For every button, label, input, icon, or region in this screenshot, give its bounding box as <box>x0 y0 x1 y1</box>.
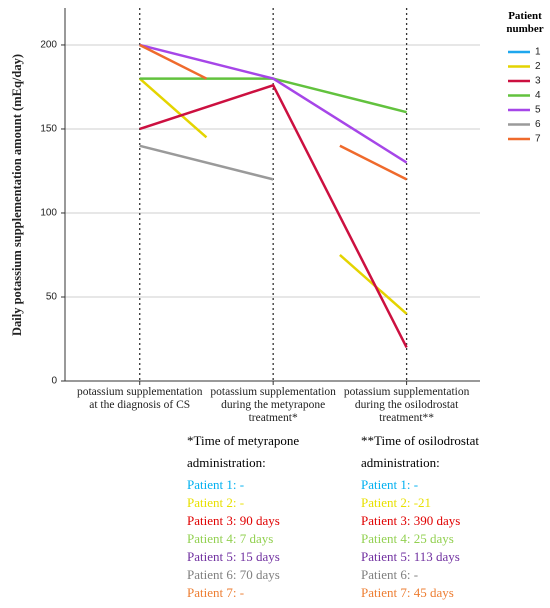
note-title: *Time of metyrapone <box>187 433 300 448</box>
series-line <box>139 43 408 181</box>
series-line <box>139 144 274 181</box>
y-tick-label: 100 <box>40 208 57 219</box>
note-item: Patient 5: 15 days <box>187 549 280 564</box>
note-item: Patient 1: - <box>187 477 245 492</box>
series-line <box>139 43 408 164</box>
note-item: Patient 7: 45 days <box>361 585 454 600</box>
note-title: administration: <box>187 455 266 470</box>
note-item: Patient 6: - <box>361 567 419 582</box>
y-axis-label: Daily potassium supplementation amount (… <box>10 54 24 336</box>
x-tick-label: potassium supplementation during the met… <box>210 386 336 424</box>
legend-label: 2 <box>535 61 541 72</box>
note-item: Patient 2: - <box>187 495 245 510</box>
legend-label: 4 <box>535 90 541 101</box>
legend-label: 1 <box>535 47 541 58</box>
x-tick-label: potassium supplementation during the osi… <box>343 386 470 424</box>
legend-title: Patient number <box>506 10 544 35</box>
note-item: Patient 3: 390 days <box>361 513 461 528</box>
note-title: administration: <box>361 455 440 470</box>
legend-label: 6 <box>535 119 541 130</box>
y-tick-label: 50 <box>46 292 58 303</box>
note-item: Patient 5: 113 days <box>361 549 460 564</box>
note-item: Patient 3: 90 days <box>187 513 280 528</box>
y-tick-label: 0 <box>51 376 57 387</box>
note-item: Patient 1: - <box>361 477 419 492</box>
legend-label: 7 <box>535 134 541 145</box>
y-tick-label: 200 <box>40 40 57 51</box>
note-item: Patient 4: 25 days <box>361 531 454 546</box>
y-tick-label: 150 <box>40 124 57 135</box>
note-title: **Time of osilodrostat <box>361 433 479 448</box>
note-item: Patient 6: 70 days <box>187 567 280 582</box>
legend-label: 5 <box>535 105 541 116</box>
note-item: Patient 2: -21 <box>361 495 432 510</box>
note-item: Patient 4: 7 days <box>187 531 274 546</box>
note-item: Patient 7: - <box>187 585 245 600</box>
series-line <box>139 83 408 348</box>
legend-label: 3 <box>535 76 541 87</box>
x-tick-label: potassium supplementation at the diagnos… <box>76 386 203 411</box>
